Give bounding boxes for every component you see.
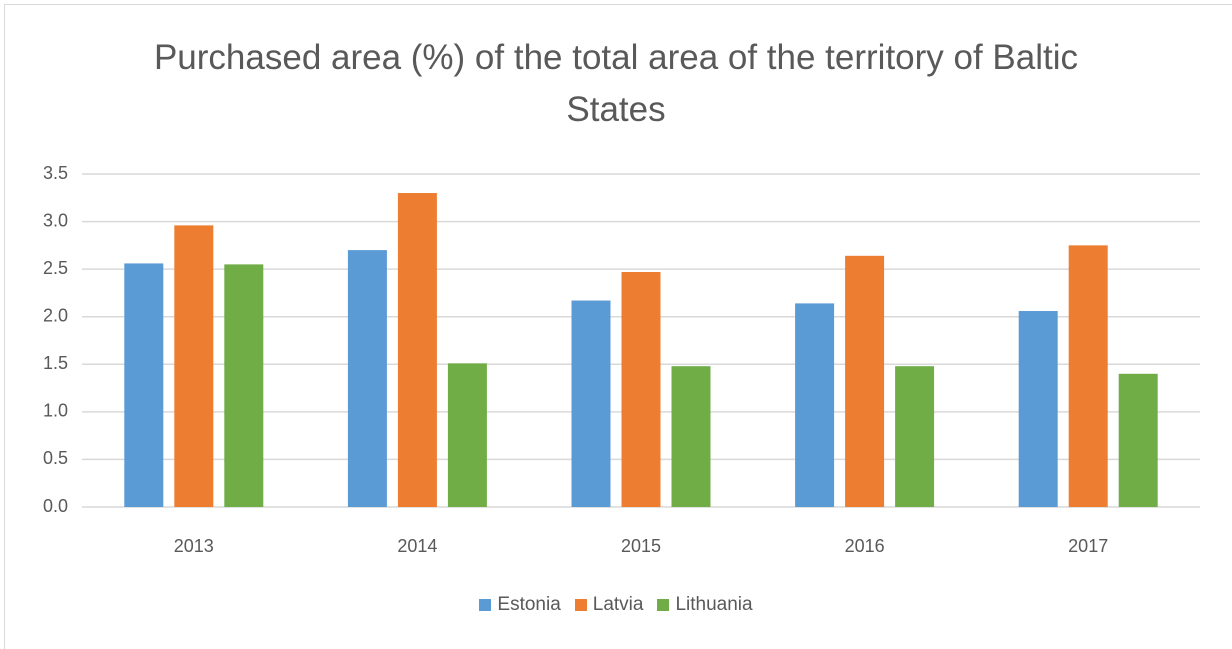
y-tick-label: 0.5 [43, 448, 68, 468]
legend-swatch [479, 599, 492, 611]
x-tick-label: 2017 [1068, 536, 1108, 556]
x-tick-label: 2014 [397, 536, 437, 556]
legend-swatch [657, 599, 670, 611]
bar [347, 250, 387, 507]
bar [895, 366, 935, 507]
y-tick-label: 1.0 [43, 401, 68, 421]
bar [1018, 311, 1058, 507]
legend-label: Estonia [497, 594, 561, 615]
bar [224, 264, 264, 507]
legend-item: Latvia [574, 594, 644, 616]
title-box: Purchased area (%) of the total area of … [0, 32, 1232, 136]
y-tick-label: 3.0 [43, 210, 68, 230]
bar [1068, 245, 1108, 507]
legend: Estonia Latvia Lithuania [0, 594, 1232, 616]
x-tick-label: 2016 [845, 536, 885, 556]
bar [174, 225, 214, 507]
legend-item: Estonia [479, 594, 561, 616]
legend-label: Lithuania [675, 594, 753, 615]
x-tick-label: 2015 [621, 536, 661, 556]
y-tick-label: 3.5 [43, 163, 68, 183]
y-tick-label: 0.0 [43, 496, 68, 516]
bar [571, 300, 611, 507]
chart-title: Purchased area (%) of the total area of … [153, 38, 1079, 129]
chart-border [4, 4, 1232, 649]
bar [671, 366, 711, 507]
bar [621, 271, 661, 507]
legend-item: Lithuania [657, 594, 753, 616]
y-tick-label: 2.5 [43, 258, 68, 278]
bar [795, 303, 835, 507]
legend-swatch [574, 599, 587, 611]
x-tick-label: 2013 [174, 536, 214, 556]
bar [845, 255, 885, 507]
bar [1118, 373, 1158, 507]
legend-label: Latvia [592, 594, 644, 615]
y-tick-label: 2.0 [43, 305, 68, 325]
bar [124, 263, 164, 507]
bar [397, 193, 437, 507]
bar [447, 363, 487, 507]
y-tick-label: 1.5 [43, 353, 68, 373]
